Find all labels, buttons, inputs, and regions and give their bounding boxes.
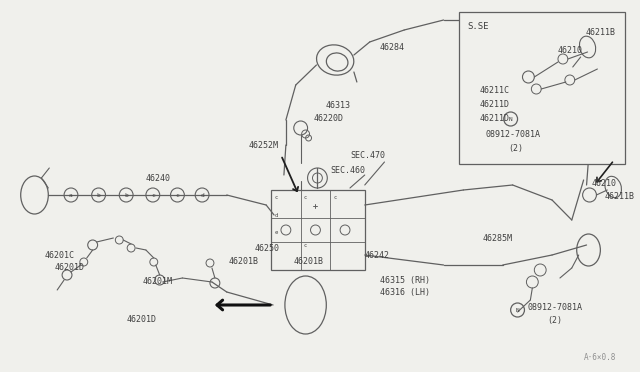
Text: b: b (97, 192, 100, 198)
Text: 46284: 46284 (380, 42, 404, 51)
Bar (460, 12, 625, 164)
Text: SEC.470: SEC.470 (350, 151, 385, 160)
Text: c: c (333, 195, 337, 199)
Text: 46220D: 46220D (314, 113, 344, 122)
Text: e: e (275, 230, 278, 234)
Text: 46211D: 46211D (479, 99, 509, 109)
Text: 46315 (RH): 46315 (RH) (380, 276, 429, 285)
Text: c: c (275, 195, 278, 199)
Text: 46242: 46242 (365, 250, 390, 260)
Text: 46211C: 46211C (479, 86, 509, 94)
Text: 46201C: 46201C (44, 250, 74, 260)
Text: c: c (175, 192, 179, 198)
Text: 46210: 46210 (558, 45, 583, 55)
Text: SEC.460: SEC.460 (330, 166, 365, 174)
Text: 46252M: 46252M (248, 141, 278, 150)
Text: 46201D: 46201D (54, 263, 84, 273)
Text: 46285M: 46285M (483, 234, 513, 243)
Text: (2): (2) (509, 144, 524, 153)
Text: 46211B: 46211B (604, 192, 634, 201)
Text: 46210: 46210 (591, 179, 616, 187)
Text: (2): (2) (547, 315, 562, 324)
Text: 08912-7081A: 08912-7081A (527, 302, 582, 311)
Text: c: c (304, 195, 307, 199)
Text: 46250: 46250 (254, 244, 279, 253)
Text: 46316 (LH): 46316 (LH) (380, 289, 429, 298)
Text: d: d (275, 212, 278, 218)
Text: b: b (124, 192, 128, 198)
Text: c: c (304, 243, 307, 247)
Text: 46201B: 46201B (294, 257, 324, 266)
Text: N: N (509, 116, 513, 122)
Text: 46211B: 46211B (586, 28, 616, 36)
Text: d: d (200, 192, 204, 198)
Text: 46201B: 46201B (228, 257, 259, 266)
Text: A·6×0.8: A·6×0.8 (584, 353, 616, 362)
Text: 08912-7081A: 08912-7081A (485, 129, 540, 138)
Text: 46240: 46240 (146, 173, 171, 183)
Text: c: c (151, 192, 155, 198)
Text: S.SE: S.SE (467, 22, 489, 31)
Text: 46313: 46313 (325, 100, 350, 109)
Bar (271, 190, 365, 270)
Text: 46201M: 46201M (143, 278, 173, 286)
Text: 46211D: 46211D (479, 113, 509, 122)
Text: N: N (516, 308, 520, 312)
Text: 46201D: 46201D (126, 315, 156, 324)
Text: a: a (69, 192, 73, 198)
